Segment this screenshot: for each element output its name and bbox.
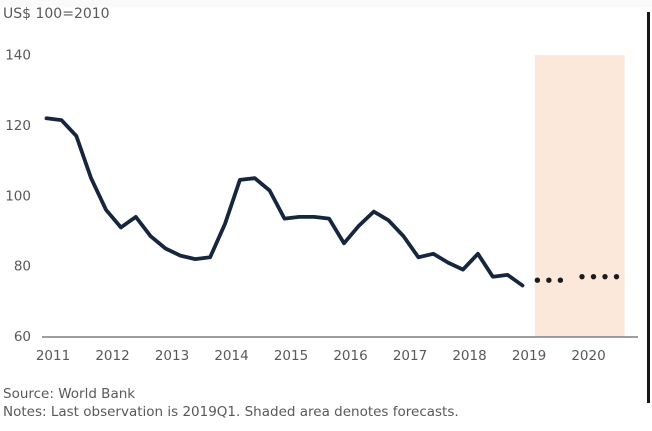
y-tick-label: 120: [5, 118, 31, 134]
x-tick-label: 2019: [512, 348, 546, 364]
chart-title: US$ 100=2010: [3, 6, 110, 22]
x-tick-label: 2014: [214, 348, 248, 364]
chart-footer: Source: World Bank Notes: Last observati…: [3, 385, 459, 421]
x-tick-label: 2016: [333, 348, 367, 364]
x-tick-label: 2017: [393, 348, 427, 364]
y-tick-label: 60: [14, 329, 31, 345]
forecast-note: Notes: Last observation is 2019Q1. Shade…: [3, 404, 459, 420]
observed-series-line: [44, 116, 525, 288]
x-tick-label: 2020: [571, 348, 605, 364]
y-tick-label: 80: [14, 259, 31, 275]
forecast-shaded-region: [534, 55, 625, 337]
x-tick-label: 2018: [452, 348, 486, 364]
chart-canvas: 60 80 100 120 140 2011 2012 2013 2014 2015 2016 201…: [5, 48, 638, 364]
y-tick-label: 140: [5, 48, 31, 64]
x-tick-label: 2012: [95, 348, 129, 364]
right-border-line: [647, 12, 650, 403]
x-tick-label: 2015: [274, 348, 308, 364]
source-note: Source: World Bank: [3, 386, 136, 402]
top-edge-tint: [0, 0, 652, 7]
y-tick-label: 100: [5, 188, 31, 204]
x-tick-label: 2013: [155, 348, 189, 364]
x-tick-label: 2011: [36, 348, 70, 364]
